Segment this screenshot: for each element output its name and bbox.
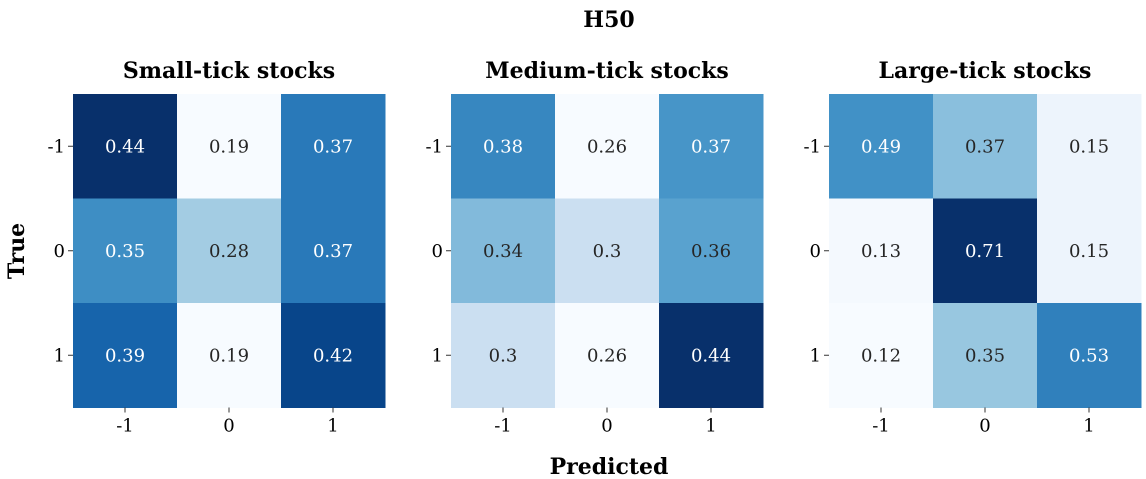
x-tick-label: 1 [327,416,338,437]
heatmap-cell [659,94,764,199]
cell-value-label: 0.3 [489,345,518,366]
cell-value-label: 0.44 [691,345,731,366]
x-tick-label: 1 [705,416,716,437]
heatmap-cell [73,94,178,199]
x-axis-label: Predicted [550,454,669,479]
x-tick-label: -1 [494,416,512,437]
heatmap-cell [451,94,556,199]
heatmap-cell [829,303,934,408]
x-tick-label: 0 [979,416,990,437]
heatmap-cell [555,303,660,408]
heatmap-cell [451,198,556,304]
heatmap-cell [829,94,934,199]
cell-value-label: 0.37 [313,241,353,262]
cell-value-label: 0.37 [691,136,731,157]
cell-value-label: 0.15 [1069,136,1109,157]
cell-value-label: 0.53 [1069,345,1109,366]
cell-value-label: 0.49 [861,136,901,157]
heatmap-panel: Small-tick stocks 0.44 0.19 0.37 0.35 0.28 0.3… [47,58,386,437]
heatmap-cell [933,303,1038,408]
cell-value-label: 0.19 [209,136,249,157]
panel-title: Medium-tick stocks [485,58,729,84]
cell-value-label: 0.35 [965,345,1005,366]
cell-value-label: 0.34 [483,241,523,262]
heatmap-cell [555,198,660,304]
cell-value-label: 0.3 [593,241,622,262]
cell-value-label: 0.36 [691,241,731,262]
y-axis-label: True [4,223,30,279]
cell-value-label: 0.37 [965,136,1005,157]
heatmap-cell [659,198,764,304]
x-tick-label: 0 [601,416,612,437]
heatmap-cell [933,198,1038,304]
panel-title: Small-tick stocks [123,58,335,84]
x-tick-label: -1 [116,416,134,437]
heatmap-cell [659,303,764,408]
figure-title: H50 [583,7,634,33]
y-tick-label: 1 [54,345,65,366]
x-tick-label: -1 [872,416,890,437]
heatmap-cell [177,94,282,199]
cell-value-label: 0.42 [313,345,353,366]
heatmap-cell [933,94,1038,199]
cell-value-label: 0.19 [209,345,249,366]
cell-value-label: 0.12 [861,345,901,366]
heatmap-cell [177,303,282,408]
y-tick-label: 0 [810,241,821,262]
heatmap-cell [281,303,386,408]
heatmap-cell [1037,303,1142,408]
heatmap-cell [1037,94,1142,199]
y-tick-label: 1 [432,345,443,366]
cell-value-label: 0.37 [313,136,353,157]
x-tick-label: 1 [1083,416,1094,437]
x-tick-label: 0 [223,416,234,437]
cell-value-label: 0.35 [105,241,145,262]
heatmap-cell [73,198,178,304]
heatmap-cell [451,303,556,408]
heatmap-cell [73,303,178,408]
y-tick-label: -1 [803,136,821,157]
cell-value-label: 0.26 [587,136,627,157]
heatmap-cell [177,198,282,304]
heatmap-cell [1037,198,1142,304]
y-tick-label: -1 [425,136,443,157]
panel-title: Large-tick stocks [879,58,1092,84]
y-tick-label: 0 [432,241,443,262]
cell-value-label: 0.13 [861,241,901,262]
heatmap-cell [281,198,386,304]
cell-value-label: 0.38 [483,136,523,157]
cell-value-label: 0.39 [105,345,145,366]
cell-value-label: 0.44 [105,136,145,157]
heatmap-cell [281,94,386,199]
heatmap-panel: Large-tick stocks 0.49 0.37 0.15 0.13 0.71 0.1… [803,58,1142,437]
heatmap-cell [555,94,660,199]
y-tick-label: -1 [47,136,65,157]
y-tick-label: 0 [54,241,65,262]
cell-value-label: 0.28 [209,241,249,262]
y-tick-label: 1 [810,345,821,366]
heatmap-cell [829,198,934,304]
heatmap-panel: Medium-tick stocks 0.38 0.26 0.37 0.34 0.3 0.3… [425,58,764,437]
cell-value-label: 0.26 [587,345,627,366]
cell-value-label: 0.71 [965,241,1005,262]
cell-value-label: 0.15 [1069,241,1109,262]
heatmap-panels: Small-tick stocks 0.44 0.19 0.37 0.35 0.28 0.3… [47,58,1142,437]
